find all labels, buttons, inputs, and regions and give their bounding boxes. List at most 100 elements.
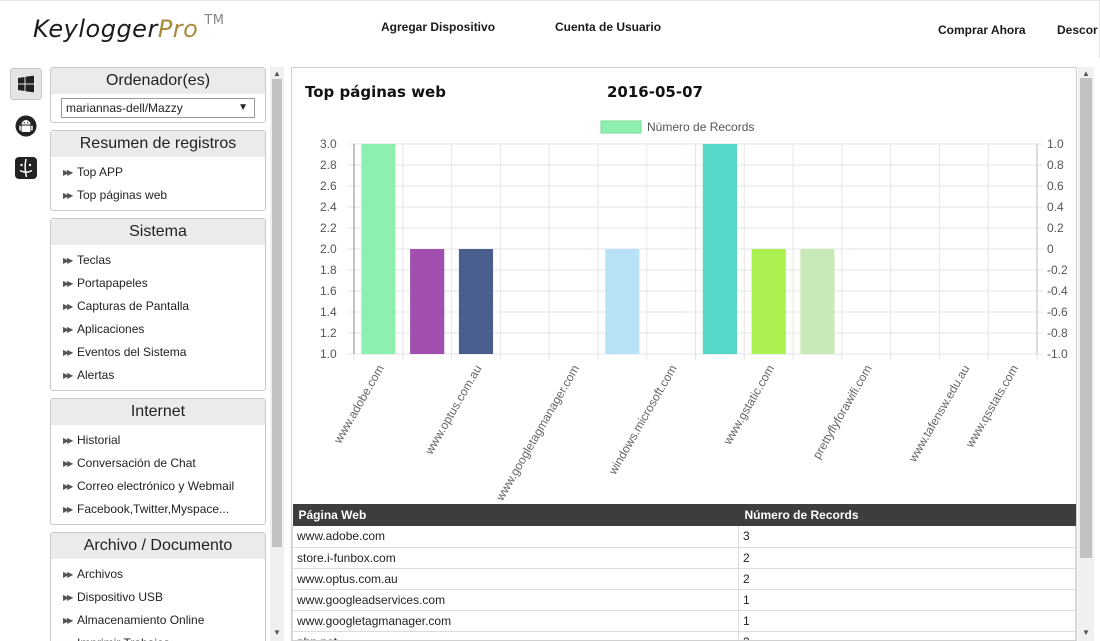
sidebar-item-email[interactable]: ▶▶ Correo electrónico y Webmail xyxy=(63,475,265,498)
sidebar-item-label: Correo electrónico y Webmail xyxy=(77,479,235,493)
double-arrow-icon: ▶▶ xyxy=(63,505,73,514)
cell-website: www.googletagmanager.com xyxy=(292,610,739,632)
section-files: Archivo / Documento ▶▶ Archivos ▶▶ Disposi… xyxy=(50,532,266,641)
sidebar-item-keys[interactable]: ▶▶ Teclas xyxy=(63,249,265,272)
y-tick-label: 1.6 xyxy=(320,284,337,298)
cell-records: 2 xyxy=(738,547,1076,569)
computer-select-value: mariannas-dell/Mazzy xyxy=(66,101,183,115)
section-system: Sistema ▶▶ Teclas ▶▶ Portapapeles ▶▶ Captur… xyxy=(50,218,266,391)
cell-website: www.optus.com.au xyxy=(292,568,739,590)
cell-records: 2 xyxy=(738,631,1076,640)
sidebar-item-applications[interactable]: ▶▶ Aplicaciones xyxy=(63,318,265,341)
legend-swatch xyxy=(600,120,642,134)
sidebar-item-label: Aplicaciones xyxy=(77,322,145,336)
sidebar-item-top-app[interactable]: ▶▶ Top APP xyxy=(63,161,265,184)
cell-website: php.net xyxy=(292,631,739,640)
bar xyxy=(605,249,640,354)
sidebar-item-label: Historial xyxy=(77,433,121,447)
y-tick-label: 1.8 xyxy=(320,263,337,277)
y-tick-label: 2.4 xyxy=(320,200,337,214)
windows-platform-button[interactable] xyxy=(10,68,42,100)
page-title: Top páginas web xyxy=(305,83,446,101)
sidebar-item-clipboard[interactable]: ▶▶ Portapapeles xyxy=(63,272,265,295)
sidebar-item-social[interactable]: ▶▶ Facebook,Twitter,Myspace... xyxy=(63,498,265,521)
sidebar-item-label: Alertas xyxy=(77,368,115,382)
sidebar-scrollbar[interactable]: ▲ ▼ xyxy=(270,67,284,641)
x-tick-label: www.gstatic.com xyxy=(720,363,777,448)
bar xyxy=(458,249,494,354)
y-tick-label: 2.2 xyxy=(320,221,337,235)
scroll-down-icon[interactable]: ▼ xyxy=(1082,628,1090,637)
sidebar-item-label: Dispositivo USB xyxy=(77,590,164,604)
cell-records: 1 xyxy=(738,589,1076,611)
sidebar-scrollbar-thumb[interactable] xyxy=(272,79,282,547)
cell-records: 1 xyxy=(738,610,1076,632)
sidebar-item-label: Top APP xyxy=(77,165,124,179)
column-header-website: Página Web xyxy=(292,504,739,526)
computers-title: Ordenador(es) xyxy=(51,68,265,94)
sidebar-item-system-events[interactable]: ▶▶ Eventos del Sistema xyxy=(63,341,265,364)
main-scrollbar-thumb[interactable] xyxy=(1080,78,1092,558)
cell-website: www.adobe.com xyxy=(292,526,739,548)
y-tick-label: 3.0 xyxy=(320,137,337,151)
y2-tick-label: 1.0 xyxy=(1047,137,1064,151)
double-arrow-icon: ▶▶ xyxy=(63,168,73,177)
sidebar-item-history[interactable]: ▶▶ Historial xyxy=(63,429,265,452)
sidebar-item-label: Teclas xyxy=(77,253,112,267)
sidebar-item-alerts[interactable]: ▶▶ Alertas xyxy=(63,364,265,387)
double-arrow-icon: ▶▶ xyxy=(63,593,73,602)
bar xyxy=(361,144,396,354)
cell-records: 2 xyxy=(738,568,1076,590)
sidebar-item-label: Imprimir Trabajos xyxy=(77,632,170,641)
section-title: Internet xyxy=(51,399,265,425)
section-title: Resumen de registros xyxy=(51,131,265,157)
nav-add-device[interactable]: Agregar Dispositivo xyxy=(381,20,496,34)
sidebar-item-label: Almacenamiento Online xyxy=(77,613,205,627)
legend-label: Número de Records xyxy=(647,120,754,134)
bar-chart: Número de Records 3.0 1.0 2.8 0.8 2.6 0.6 2.4 0.… xyxy=(320,120,1068,504)
y2-tick-label: -0.8 xyxy=(1047,326,1068,340)
sidebar-item-cloud-storage[interactable]: ▶▶ Almacenamiento Online xyxy=(63,609,265,632)
x-tick-label: www.tafensw.edu.au xyxy=(905,363,972,466)
scroll-down-icon[interactable]: ▼ xyxy=(273,628,281,637)
y-tick-label: 1.0 xyxy=(320,347,337,361)
table-row[interactable]: www.optus.com.au 2 xyxy=(292,568,1076,590)
table-row[interactable]: www.googletagmanager.com 1 xyxy=(292,610,1076,632)
android-platform-button[interactable] xyxy=(10,110,42,142)
table-row[interactable]: store.i-funbox.com 2 xyxy=(292,547,1076,569)
table-row[interactable]: www.adobe.com 3 xyxy=(292,526,1076,548)
scroll-up-icon[interactable]: ▲ xyxy=(273,69,281,78)
table-row[interactable]: php.net2 xyxy=(292,631,1076,640)
y2-tick-label: 0.4 xyxy=(1047,200,1064,214)
x-tick-label: www.googletagmanager.com xyxy=(492,363,582,504)
double-arrow-icon: ▶▶ xyxy=(63,632,77,641)
nav-download[interactable]: Descor xyxy=(1057,23,1098,37)
section-internet: Internet ▶▶ Historial ▶▶ Conversación de C… xyxy=(50,398,266,525)
bar xyxy=(702,144,737,354)
y2-tick-label: 0 xyxy=(1047,242,1054,256)
sidebar-item-chat[interactable]: ▶▶ Conversación de Chat xyxy=(63,452,265,475)
mac-platform-button[interactable] xyxy=(10,152,42,184)
sidebar-item-files[interactable]: ▶▶ Archivos xyxy=(63,563,265,586)
double-arrow-icon: ▶▶ xyxy=(63,256,73,265)
y2-tick-label: -0.4 xyxy=(1047,284,1068,298)
x-tick-label: prettyflyforawifi.com xyxy=(810,363,875,462)
main-scrollbar[interactable]: ▲ ▼ xyxy=(1078,67,1094,641)
nav-user-account[interactable]: Cuenta de Usuario xyxy=(555,20,662,34)
caret-down-icon: ▼ xyxy=(238,102,248,113)
sidebar-item-top-web[interactable]: ▶▶ Top páginas web xyxy=(63,184,265,207)
table-header-row: Página Web Número de Records xyxy=(292,504,1076,526)
sidebar-item-screenshots[interactable]: ▶▶ Capturas de Pantalla xyxy=(63,295,265,318)
y2-tick-label: 0.2 xyxy=(1047,221,1064,235)
sidebar-item-label: Archivos xyxy=(77,567,124,581)
computer-select[interactable]: mariannas-dell/Mazzy ▼ xyxy=(61,98,255,118)
nav-buy-now[interactable]: Comprar Ahora xyxy=(938,23,1026,37)
section-title: Archivo / Documento xyxy=(51,533,265,559)
scroll-up-icon[interactable]: ▲ xyxy=(1082,69,1090,78)
sidebar-item-label: Top páginas web xyxy=(77,188,168,202)
bar xyxy=(410,249,445,354)
sidebar-item-print-jobs[interactable]: ▶▶Imprimir Trabajos xyxy=(63,632,265,641)
sidebar-item-usb[interactable]: ▶▶ Dispositivo USB xyxy=(63,586,265,609)
logo-main: Keylogger xyxy=(33,15,158,43)
table-row[interactable]: www.googleadservices.com 1 xyxy=(292,589,1076,611)
